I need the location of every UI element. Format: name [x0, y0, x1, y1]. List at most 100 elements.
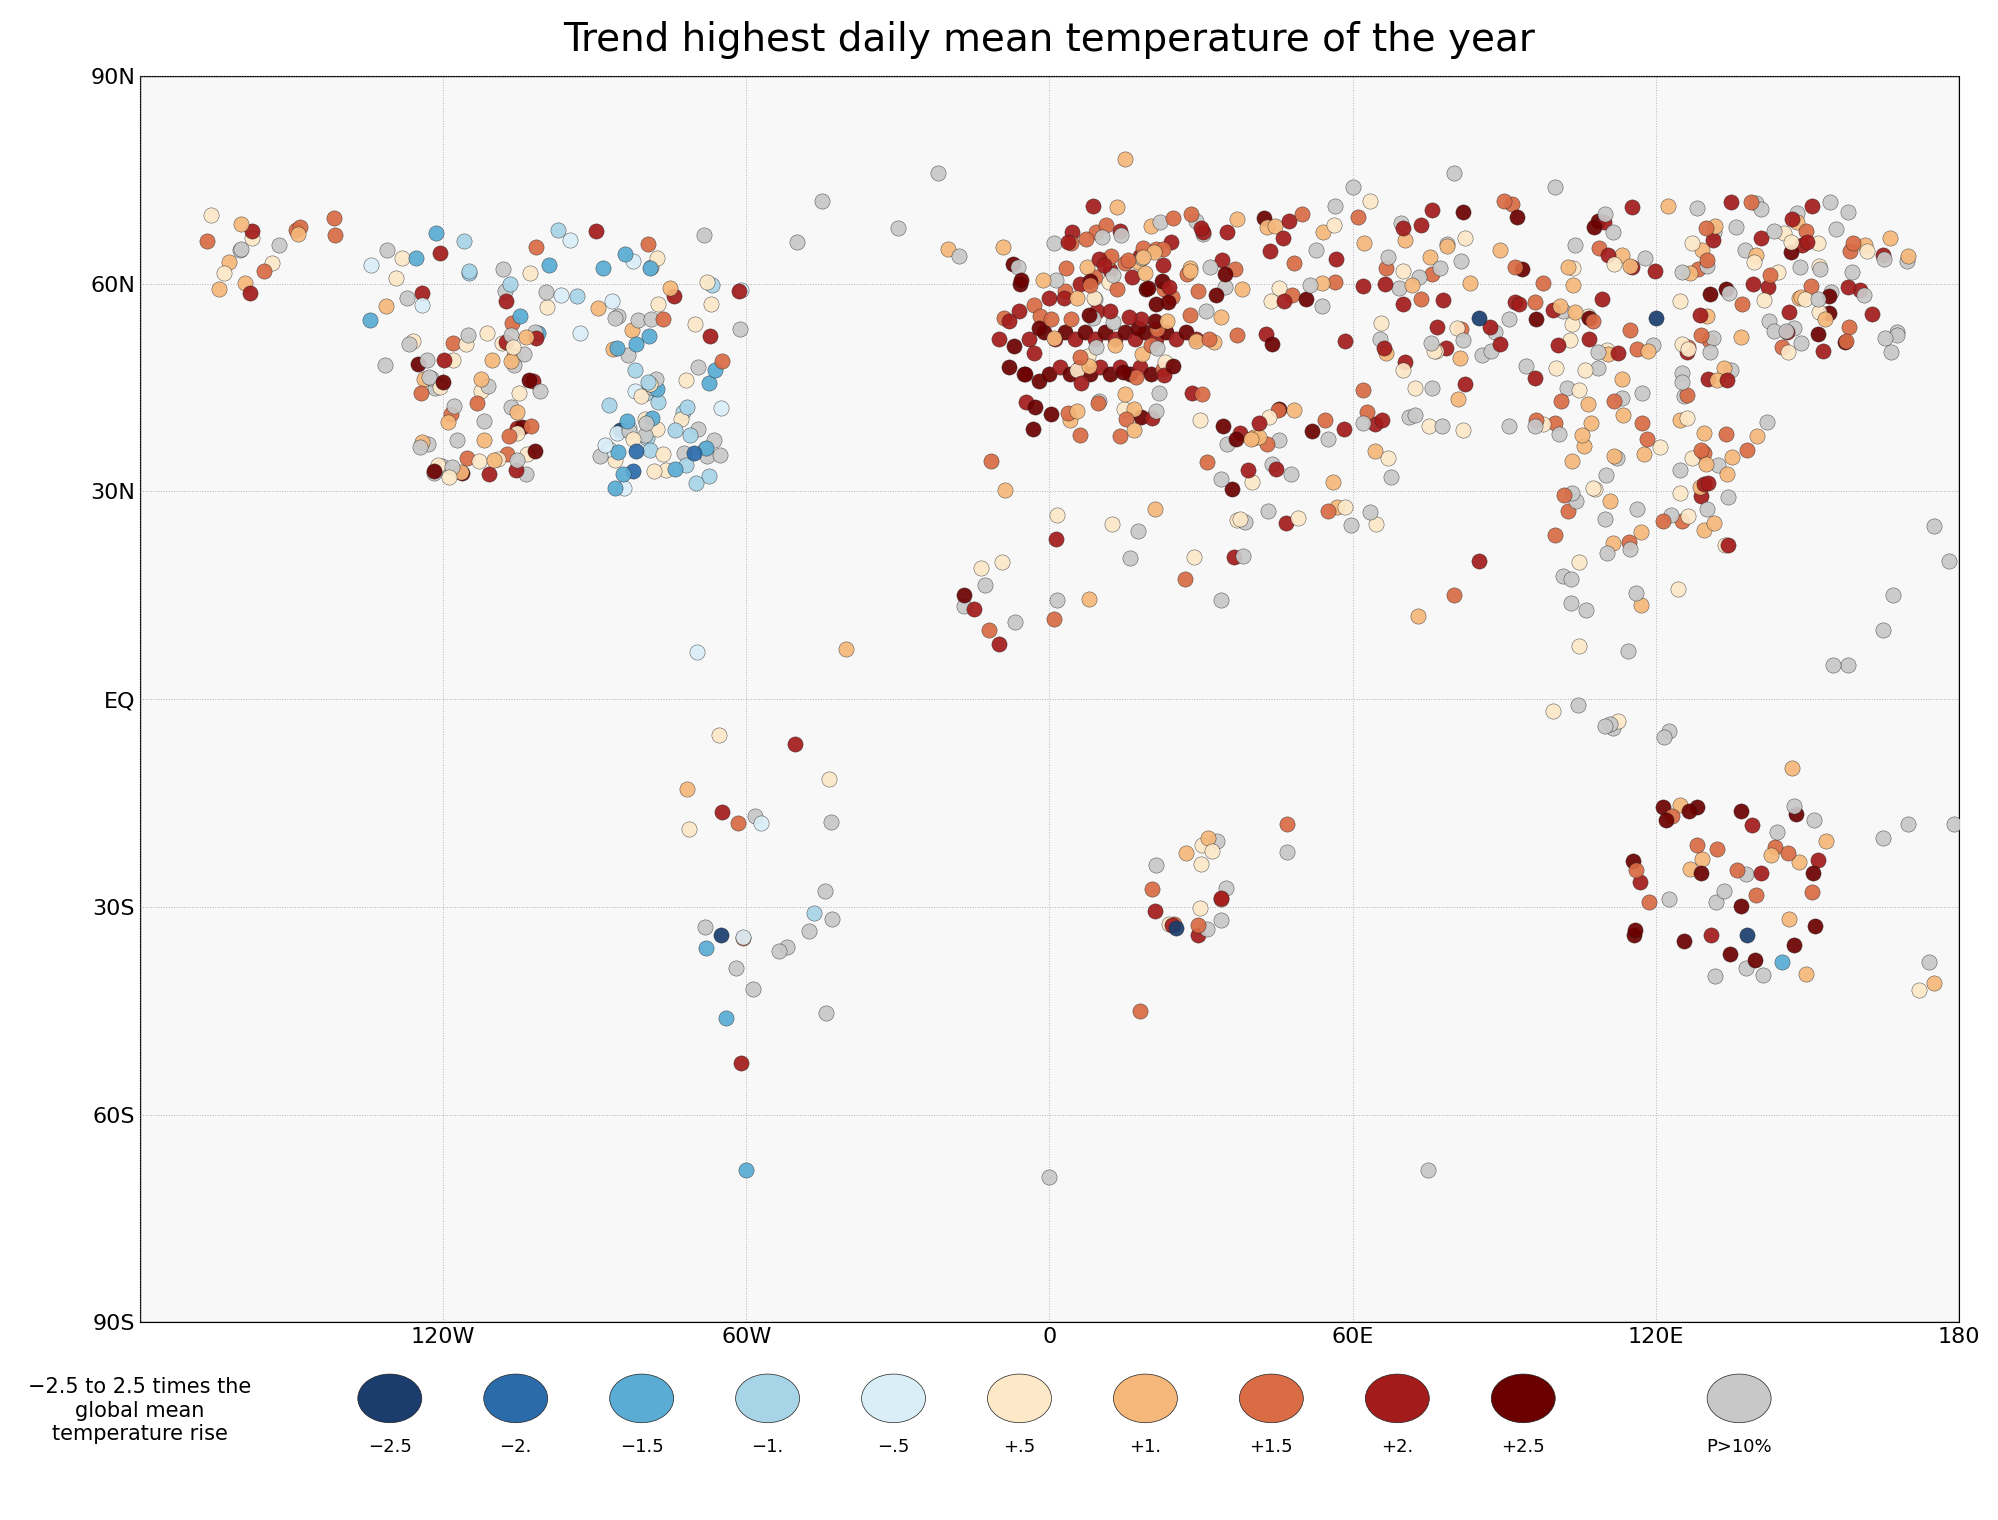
- Point: [1013, 327, 1045, 351]
- Point: [1209, 876, 1241, 900]
- Point: [1604, 243, 1636, 268]
- Point: [559, 284, 591, 309]
- Point: [1596, 716, 1628, 740]
- Point: [1263, 427, 1295, 451]
- Point: [1666, 260, 1698, 284]
- Point: [406, 430, 438, 454]
- Point: [1335, 512, 1367, 537]
- Point: [987, 236, 1019, 260]
- Point: [1754, 844, 1786, 868]
- Point: [1770, 841, 1802, 865]
- Point: [1109, 382, 1141, 406]
- Point: [641, 391, 673, 415]
- Point: [420, 372, 452, 397]
- Point: [1175, 382, 1207, 406]
- Point: [1828, 330, 1860, 354]
- Point: [1399, 403, 1431, 427]
- Point: [1576, 309, 1608, 333]
- Point: [1760, 819, 1792, 844]
- Point: [531, 295, 563, 319]
- Point: [1359, 412, 1391, 436]
- Point: [1061, 398, 1093, 423]
- Point: [1774, 231, 1806, 255]
- Point: [681, 416, 713, 441]
- Point: [1560, 693, 1592, 717]
- Point: [969, 573, 1001, 597]
- Point: [1071, 255, 1103, 280]
- Point: [689, 436, 721, 461]
- Point: [1219, 257, 1251, 281]
- Point: [1588, 210, 1620, 234]
- Point: [1710, 485, 1742, 509]
- Point: [1205, 306, 1237, 330]
- Point: [1277, 283, 1309, 307]
- Point: [1017, 292, 1049, 316]
- Point: [1415, 375, 1447, 400]
- Point: [380, 266, 412, 290]
- Point: [1065, 371, 1097, 395]
- Point: [1714, 357, 1746, 382]
- Point: [771, 935, 803, 959]
- Point: [519, 438, 551, 462]
- Point: [1027, 321, 1059, 345]
- Point: [1039, 268, 1071, 292]
- Point: [1329, 494, 1361, 518]
- Point: [1141, 318, 1173, 342]
- Point: [1003, 299, 1035, 324]
- Point: [1504, 257, 1536, 281]
- Point: [1117, 397, 1149, 421]
- Point: [412, 348, 444, 372]
- Point: [529, 280, 561, 304]
- Point: [1125, 307, 1157, 331]
- Point: [1740, 424, 1772, 448]
- Point: [1596, 444, 1628, 468]
- Point: [1217, 544, 1249, 568]
- Point: [667, 441, 699, 465]
- Point: [1794, 274, 1826, 298]
- Point: [1437, 161, 1469, 185]
- Point: [1305, 271, 1337, 295]
- Point: [691, 464, 723, 488]
- Point: [1594, 488, 1626, 512]
- Point: [1125, 243, 1157, 268]
- Point: [1175, 202, 1207, 226]
- Point: [1135, 877, 1167, 901]
- Point: [1215, 476, 1247, 500]
- Point: [701, 724, 733, 748]
- Point: [805, 188, 837, 213]
- Point: [1311, 499, 1343, 523]
- Point: [1642, 435, 1674, 459]
- Point: [1728, 956, 1760, 980]
- Point: [1614, 254, 1646, 278]
- Point: [1053, 407, 1085, 432]
- Point: [1728, 237, 1760, 261]
- Point: [498, 336, 529, 360]
- Point: [689, 436, 721, 461]
- Point: [1684, 438, 1716, 462]
- Point: [1666, 383, 1698, 407]
- Point: [1714, 190, 1746, 214]
- Point: [1153, 275, 1185, 299]
- Point: [1916, 514, 1948, 538]
- Point: [1766, 950, 1798, 974]
- Point: [1037, 606, 1069, 631]
- Point: [1139, 309, 1171, 333]
- Point: [472, 462, 503, 486]
- Point: [496, 310, 527, 334]
- Point: [1796, 860, 1828, 885]
- Point: [693, 324, 725, 348]
- Point: [1139, 398, 1171, 423]
- Point: [677, 441, 709, 465]
- Point: [1145, 269, 1177, 293]
- Point: [496, 395, 527, 420]
- Text: −1.: −1.: [751, 1438, 783, 1456]
- Point: [1079, 264, 1111, 289]
- Point: [1495, 192, 1526, 216]
- Point: [1093, 298, 1125, 322]
- Point: [1664, 360, 1696, 385]
- Point: [881, 216, 913, 240]
- Point: [1135, 214, 1167, 239]
- Point: [1083, 389, 1115, 413]
- Point: [1221, 207, 1253, 231]
- Point: [523, 378, 555, 403]
